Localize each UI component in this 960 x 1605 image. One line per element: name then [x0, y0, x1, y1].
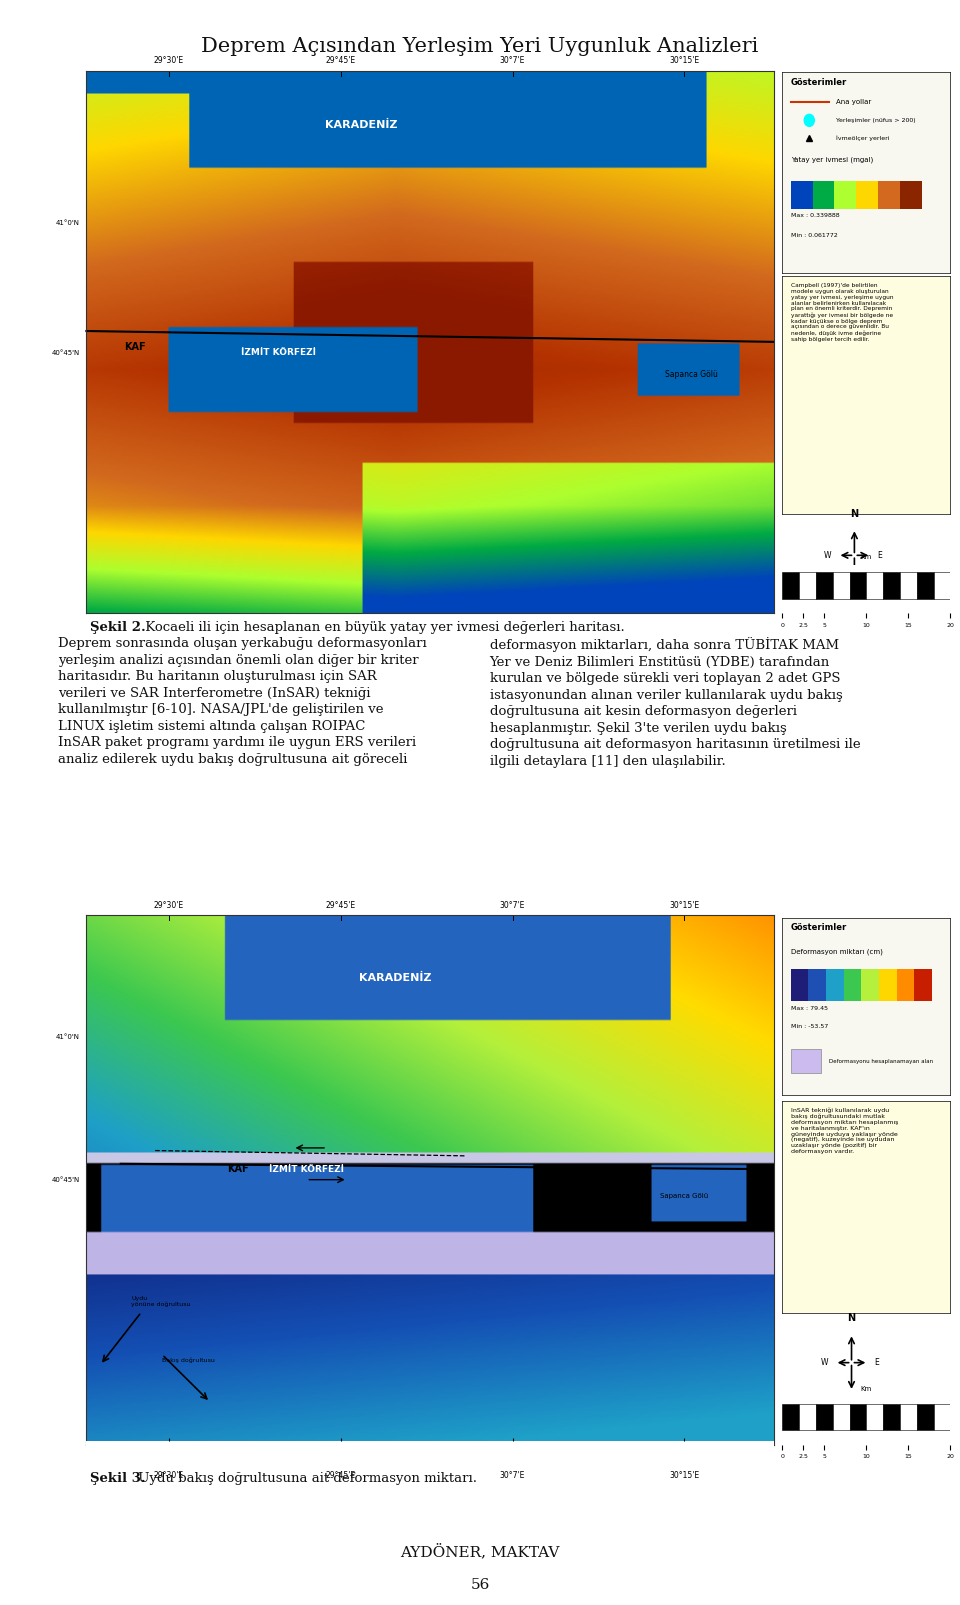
Bar — [782, 1403, 799, 1430]
Text: KAF: KAF — [227, 1164, 249, 1175]
Bar — [883, 571, 900, 599]
Text: Şekil 3.: Şekil 3. — [90, 1472, 146, 1485]
Bar — [878, 180, 900, 209]
Text: Min : 0.061772: Min : 0.061772 — [791, 233, 837, 238]
Bar — [900, 1403, 917, 1430]
Text: Sapanca Gölü: Sapanca Gölü — [665, 369, 718, 379]
Text: Uydu bakış doğrultusuna ait deformasyon miktarı.: Uydu bakış doğrultusuna ait deformasyon … — [134, 1472, 477, 1485]
Text: İZMİT KÖRFEZİ: İZMİT KÖRFEZİ — [269, 1165, 344, 1173]
Text: S: S — [850, 1403, 853, 1411]
Text: Km: Km — [861, 1385, 872, 1392]
Bar — [834, 180, 856, 209]
Text: Gösterimler: Gösterimler — [791, 923, 847, 933]
Bar — [900, 180, 922, 209]
Text: 40°45'N: 40°45'N — [51, 350, 80, 356]
Text: Şekil 2.: Şekil 2. — [90, 621, 146, 634]
Text: Sapanca Gölü: Sapanca Gölü — [660, 1193, 708, 1199]
Bar — [883, 1403, 900, 1430]
Text: Max : 0.339888: Max : 0.339888 — [791, 213, 839, 218]
Text: 30°15'E: 30°15'E — [669, 56, 700, 66]
Bar — [812, 180, 834, 209]
Bar — [791, 1048, 821, 1074]
Circle shape — [804, 114, 814, 127]
Text: Max : 79.45: Max : 79.45 — [791, 1006, 828, 1011]
Text: Deprem sonrasında oluşan yerkabuğu deformasyonları
yerleşim analizi açısından ön: Deprem sonrasında oluşan yerkabuğu defor… — [58, 637, 426, 766]
Bar — [799, 571, 816, 599]
Text: 29°45'E: 29°45'E — [325, 900, 356, 910]
Text: KARADENİZ: KARADENİZ — [359, 973, 432, 984]
Text: S: S — [852, 592, 856, 600]
Text: 41°0'N: 41°0'N — [56, 220, 80, 226]
Bar — [914, 969, 932, 1002]
Text: N: N — [851, 509, 858, 518]
Bar — [900, 571, 917, 599]
Bar — [832, 571, 850, 599]
Text: 41°0'N: 41°0'N — [56, 1034, 80, 1040]
Bar — [808, 969, 826, 1002]
Text: 30°7'E: 30°7'E — [500, 56, 525, 66]
Text: 29°30'E: 29°30'E — [154, 56, 184, 66]
Bar — [866, 571, 883, 599]
Bar — [782, 571, 799, 599]
Text: 56: 56 — [470, 1578, 490, 1592]
Text: 29°45'E: 29°45'E — [325, 56, 356, 66]
Text: N: N — [848, 1313, 855, 1323]
Bar — [791, 969, 808, 1002]
Text: deformasyon miktarları, daha sonra TÜBİTAK MAM
Yer ve Deniz Bilimleri Enstitüsü : deformasyon miktarları, daha sonra TÜBİT… — [490, 637, 860, 767]
Bar — [861, 969, 879, 1002]
Text: AYDÖNER, MAKTAV: AYDÖNER, MAKTAV — [400, 1544, 560, 1560]
Text: Yatay yer ivmesi (mgal): Yatay yer ivmesi (mgal) — [791, 157, 873, 164]
Bar — [799, 1403, 816, 1430]
Bar — [933, 571, 950, 599]
Text: E: E — [877, 551, 882, 560]
Bar — [917, 1403, 933, 1430]
Text: Bakış doğrultusu: Bakış doğrultusu — [162, 1356, 215, 1363]
Bar — [816, 1403, 832, 1430]
Bar — [816, 571, 832, 599]
Text: Deformasyonu hesaplanamayan alan: Deformasyonu hesaplanamayan alan — [829, 1059, 933, 1064]
Text: İZMİT KÖRFEZİ: İZMİT KÖRFEZİ — [241, 348, 317, 358]
Text: Uydu
yönüne doğrultusu: Uydu yönüne doğrultusu — [132, 1295, 191, 1306]
Text: Deprem Açısından Yerleşim Yeri Uygunluk Analizleri: Deprem Açısından Yerleşim Yeri Uygunluk … — [202, 37, 758, 56]
Bar — [850, 1403, 866, 1430]
Text: E: E — [875, 1358, 879, 1367]
Bar — [879, 969, 897, 1002]
Bar — [933, 1403, 950, 1430]
Bar — [791, 180, 812, 209]
Text: Kocaeli ili için hesaplanan en büyük yatay yer ivmesi değerleri haritası.: Kocaeli ili için hesaplanan en büyük yat… — [141, 621, 625, 634]
Text: Deformasyon miktarı (cm): Deformasyon miktarı (cm) — [791, 949, 882, 955]
Text: Min : -53.57: Min : -53.57 — [791, 1024, 828, 1029]
Bar — [917, 571, 933, 599]
Bar — [897, 969, 914, 1002]
Text: W: W — [821, 1358, 828, 1367]
Text: W: W — [824, 551, 831, 560]
Text: Ana yollar: Ana yollar — [836, 100, 872, 106]
Text: InSAR tekniği kullanılarak uydu
bakış doğrultusundaki mutlak
deformasyon miktarı: InSAR tekniği kullanılarak uydu bakış do… — [791, 1107, 899, 1154]
Text: 30°7'E: 30°7'E — [500, 900, 525, 910]
Text: 40°45'N: 40°45'N — [51, 1176, 80, 1183]
Bar — [844, 969, 861, 1002]
Text: 29°30'E: 29°30'E — [154, 900, 184, 910]
Text: Campbell (1997)'de belirtilen
modele uygun olarak oluşturulan
yatay yer ivmesi, : Campbell (1997)'de belirtilen modele uyg… — [791, 282, 894, 342]
Bar — [832, 1403, 850, 1430]
Text: KARADENİZ: KARADENİZ — [325, 120, 397, 130]
Bar — [866, 1403, 883, 1430]
Bar — [850, 571, 866, 599]
Text: Gösterimler: Gösterimler — [791, 79, 847, 87]
Text: İvmeölçer yerleri: İvmeölçer yerleri — [836, 135, 890, 141]
Bar — [826, 969, 844, 1002]
Text: Km: Km — [861, 554, 872, 560]
Text: Yerleşimler (nüfus > 200): Yerleşimler (nüfus > 200) — [836, 117, 916, 124]
Text: KAF: KAF — [124, 342, 145, 351]
Text: 30°15'E: 30°15'E — [669, 900, 700, 910]
Bar — [856, 180, 878, 209]
